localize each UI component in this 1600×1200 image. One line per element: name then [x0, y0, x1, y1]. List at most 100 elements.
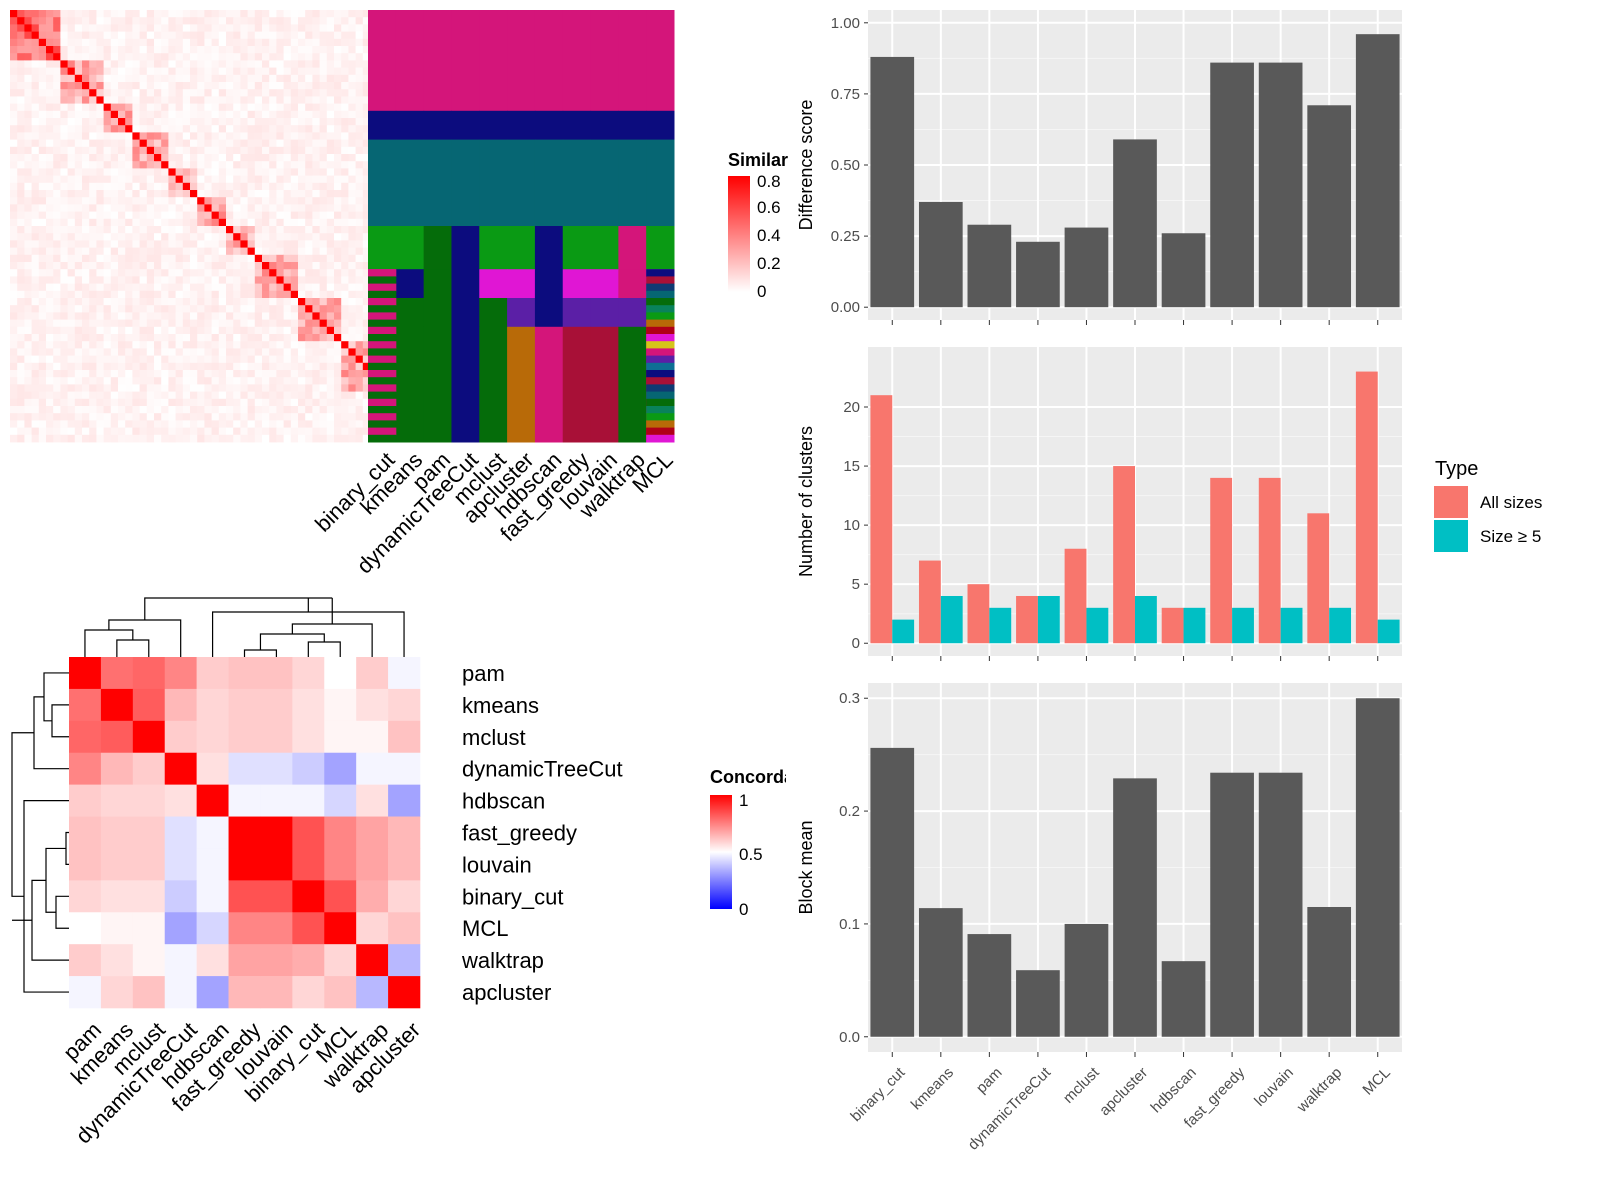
similarity-cell — [46, 434, 54, 443]
similarity-cell — [74, 31, 83, 40]
similarity-cell — [334, 204, 342, 212]
similarity-cell — [233, 110, 241, 119]
similarity-cell — [96, 247, 104, 256]
bar — [1037, 595, 1060, 644]
similarity-cell — [31, 434, 40, 443]
similarity-cell — [334, 427, 342, 436]
similarity-cell — [355, 247, 364, 256]
similarity-cell — [110, 427, 119, 436]
title-clip — [788, 140, 818, 174]
similarity-cell — [362, 226, 371, 234]
similarity-cell — [154, 276, 162, 284]
similarity-cell — [305, 139, 313, 148]
similarity-cell — [146, 406, 155, 414]
similarity-cell — [319, 283, 328, 292]
similarity-cell — [197, 211, 205, 220]
similarity-cell — [233, 262, 241, 270]
similarity-cell — [334, 269, 342, 277]
similarity-cell — [312, 132, 320, 140]
similarity-cell — [17, 60, 25, 68]
similarity-cell — [240, 348, 248, 356]
similarity-cell — [31, 31, 40, 40]
similarity-cell — [60, 182, 68, 191]
similarity-cell — [283, 319, 292, 328]
cluster-cell — [646, 283, 675, 292]
similarity-cell — [89, 406, 97, 414]
bar — [1280, 607, 1303, 644]
similarity-cell — [168, 319, 176, 328]
cluster-cell — [534, 226, 564, 270]
similarity-cell — [182, 348, 191, 356]
similarity-cell — [125, 110, 133, 119]
similarity-cell — [46, 319, 54, 328]
similarity-cell — [341, 269, 349, 277]
similarity-cell — [154, 74, 162, 83]
similarity-cell — [31, 355, 40, 364]
similarity-cell — [74, 74, 83, 83]
similarity-cell — [197, 319, 205, 328]
similarity-cell — [161, 38, 169, 47]
similarity-cell — [60, 348, 68, 356]
similarity-cell — [290, 326, 299, 335]
similarity-cell — [276, 290, 284, 299]
similarity-cell — [197, 240, 205, 248]
similarity-cell — [46, 355, 54, 364]
similarity-cell — [31, 377, 40, 385]
similarity-cell — [132, 406, 140, 414]
similarity-cell — [89, 24, 97, 32]
similarity-cell — [334, 103, 342, 112]
similarity-cell — [197, 218, 205, 227]
similarity-cell — [175, 132, 184, 140]
similarity-cell — [341, 17, 349, 25]
similarity-cell — [283, 247, 292, 256]
concordance-cell — [164, 976, 197, 1009]
similarity-cell — [82, 247, 90, 256]
concordance-colorbar — [710, 795, 732, 909]
similarity-cell — [269, 110, 277, 119]
similarity-cell — [10, 334, 18, 342]
similarity-cell — [46, 370, 54, 378]
similarity-cell — [89, 341, 97, 349]
similarity-cell — [290, 46, 299, 54]
similarity-cell — [82, 139, 90, 148]
similarity-cell — [182, 269, 191, 277]
similarity-cell — [89, 17, 97, 25]
similarity-cell — [82, 283, 90, 292]
similarity-cell — [125, 31, 133, 40]
similarity-cell — [82, 413, 90, 421]
similarity-cell — [139, 276, 148, 284]
similarity-cell — [154, 355, 162, 364]
similarity-cell — [53, 283, 61, 292]
similarity-cell — [110, 348, 119, 356]
similarity-cell — [341, 334, 349, 342]
similarity-cell — [276, 96, 284, 104]
cluster-cell — [395, 110, 425, 141]
similarity-cell — [60, 427, 68, 436]
similarity-cell — [60, 204, 68, 212]
similarity-cell — [305, 283, 313, 292]
similarity-cell — [67, 391, 76, 400]
concordance-cell — [356, 657, 389, 690]
similarity-cell — [233, 118, 241, 126]
similarity-cell — [298, 89, 306, 97]
similarity-cell — [10, 118, 18, 126]
similarity-cell — [74, 283, 83, 292]
row-label: pam — [462, 661, 505, 686]
similarity-cell — [118, 204, 126, 212]
y-tick-label: 0.75 — [831, 86, 860, 103]
similarity-cell — [262, 67, 270, 76]
similarity-cell — [53, 276, 61, 284]
similarity-cell — [82, 10, 90, 18]
y-tick-label: 0.25 — [831, 228, 860, 245]
similarity-cell — [24, 290, 32, 299]
concordance-cell — [100, 657, 134, 690]
similarity-cell — [290, 82, 299, 90]
similarity-cell — [305, 60, 313, 68]
similarity-cell — [298, 24, 306, 32]
similarity-cell — [31, 391, 40, 400]
y-tick-label: 0.1 — [839, 916, 860, 933]
similarity-cell — [197, 233, 205, 241]
concordance-cell — [388, 880, 421, 913]
similarity-cell — [269, 190, 277, 198]
similarity-cell — [89, 110, 97, 119]
